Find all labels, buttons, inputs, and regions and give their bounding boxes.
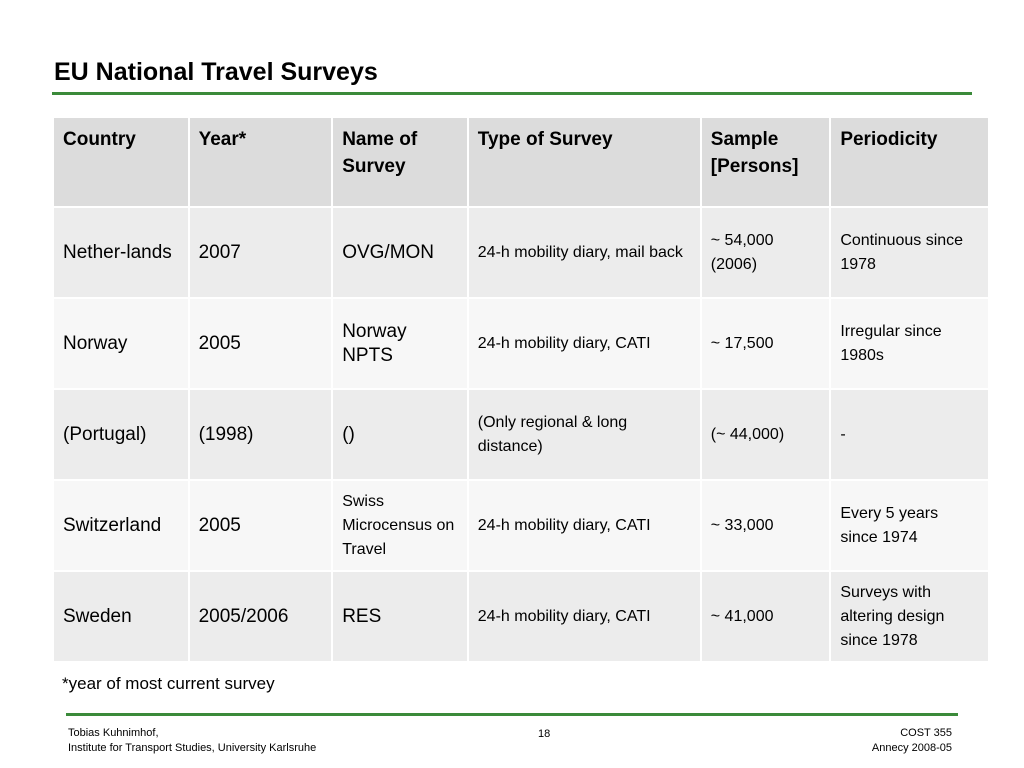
- footer-project: COST 355: [900, 727, 952, 739]
- cell-sample: ~ 17,500: [701, 299, 830, 388]
- table-header-row: Country Year* Name of Survey Type of Sur…: [54, 118, 988, 206]
- footer-event: Annecy 2008-05: [871, 742, 952, 754]
- cell-survey-name: Swiss Microcensus on Travel: [333, 481, 467, 570]
- cell-survey-name: RES: [333, 572, 467, 661]
- header-sample: Sample [Persons]: [701, 118, 830, 206]
- header-periodicity: Periodicity: [831, 118, 988, 206]
- cell-survey-type: 24-h mobility diary, CATI: [468, 572, 700, 661]
- cell-periodicity: Irregular since 1980s: [831, 299, 988, 388]
- header-survey-name: Name of Survey: [333, 118, 467, 206]
- cell-country: Norway: [54, 299, 188, 388]
- table-footnote: *year of most current survey: [62, 674, 275, 693]
- cell-survey-name: (): [333, 390, 467, 479]
- header-year: Year*: [189, 118, 332, 206]
- table-row: Nether-lands 2007 OVG/MON 24-h mobility …: [54, 208, 988, 297]
- cell-periodicity: Continuous since 1978: [831, 208, 988, 297]
- footer-event-block: COST 355 Annecy 2008-05: [872, 726, 952, 756]
- table-row: Sweden 2005/2006 RES 24-h mobility diary…: [54, 572, 988, 661]
- footer-divider: [66, 713, 958, 716]
- cell-year: 2005/2006: [189, 572, 332, 661]
- cell-country: Switzerland: [54, 481, 188, 570]
- cell-year: (1998): [189, 390, 332, 479]
- title-divider: [52, 92, 972, 95]
- cell-year: 2005: [189, 299, 332, 388]
- cell-survey-type: 24-h mobility diary, CATI: [468, 299, 700, 388]
- cell-country: Nether-lands: [54, 208, 188, 297]
- page-number: 18: [538, 728, 551, 740]
- cell-sample: (~ 44,000): [701, 390, 830, 479]
- cell-survey-name: Norway NPTS: [333, 299, 467, 388]
- slide-title: EU National Travel Surveys: [54, 58, 378, 86]
- cell-sample: ~ 33,000: [701, 481, 830, 570]
- header-survey-type: Type of Survey: [468, 118, 700, 206]
- cell-periodicity: Every 5 years since 1974: [831, 481, 988, 570]
- cell-year: 2005: [189, 481, 332, 570]
- cell-survey-type: (Only regional & long distance): [468, 390, 700, 479]
- footer-author: Tobias Kuhnimhof,: [68, 727, 159, 739]
- cell-periodicity: -: [831, 390, 988, 479]
- cell-survey-type: 24-h mobility diary, CATI: [468, 481, 700, 570]
- table-row: Switzerland 2005 Swiss Microcensus on Tr…: [54, 481, 988, 570]
- survey-table: Country Year* Name of Survey Type of Sur…: [52, 116, 990, 663]
- footer-institute: Institute for Transport Studies, Univers…: [68, 742, 317, 754]
- cell-survey-name: OVG/MON: [333, 208, 467, 297]
- table-row: (Portugal) (1998) () (Only regional & lo…: [54, 390, 988, 479]
- cell-country: Sweden: [54, 572, 188, 661]
- table-row: Norway 2005 Norway NPTS 24-h mobility di…: [54, 299, 988, 388]
- footer-author-block: Tobias Kuhnimhof, Institute for Transpor…: [68, 726, 316, 756]
- cell-country: (Portugal): [54, 390, 188, 479]
- header-country: Country: [54, 118, 188, 206]
- cell-sample: ~ 41,000: [701, 572, 830, 661]
- cell-sample: ~ 54,000 (2006): [701, 208, 830, 297]
- cell-year: 2007: [189, 208, 332, 297]
- cell-survey-type: 24-h mobility diary, mail back: [468, 208, 700, 297]
- cell-periodicity: Surveys with altering design since 1978: [831, 572, 988, 661]
